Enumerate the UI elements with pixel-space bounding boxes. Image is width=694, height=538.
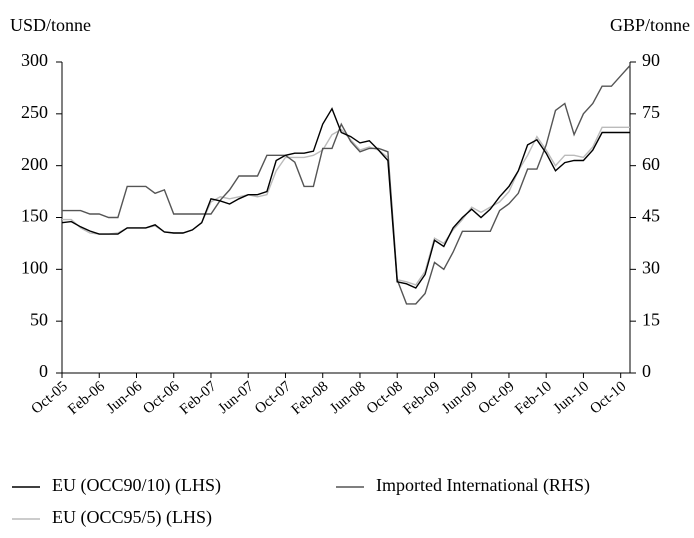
series-line bbox=[61, 107, 630, 289]
y2-tick-label: 0 bbox=[642, 361, 651, 381]
legend-label: EU (OCC90/10) (LHS) bbox=[52, 475, 221, 496]
series-line bbox=[62, 65, 631, 305]
x-tick-label: Jun-09 bbox=[439, 378, 481, 417]
y2-tick-label: 45 bbox=[642, 206, 660, 226]
x-tick-label: Oct-09 bbox=[476, 378, 518, 417]
x-tick-label: Oct-10 bbox=[587, 378, 629, 417]
y2-axis-label: GBP/tonne bbox=[610, 15, 690, 35]
x-tick-label: Oct-05 bbox=[29, 378, 71, 417]
x-tick-label: Feb-10 bbox=[512, 378, 555, 418]
y-tick-label: 300 bbox=[21, 50, 48, 70]
x-tick-label: Jun-06 bbox=[104, 378, 146, 417]
y-tick-label: 150 bbox=[21, 206, 48, 226]
x-tick-label: Feb-07 bbox=[177, 378, 220, 418]
y-tick-label: 50 bbox=[30, 309, 48, 329]
x-tick-label: Jun-10 bbox=[551, 378, 593, 417]
y-tick-label: 250 bbox=[21, 102, 48, 122]
y-tick-label: 200 bbox=[21, 154, 48, 174]
y2-tick-label: 30 bbox=[642, 257, 660, 277]
x-tick-label: Jun-08 bbox=[327, 378, 369, 417]
y2-tick-label: 90 bbox=[642, 50, 660, 70]
y2-tick-label: 75 bbox=[642, 102, 660, 122]
x-tick-label: Oct-06 bbox=[140, 378, 183, 417]
y-axis-label: USD/tonne bbox=[10, 15, 91, 35]
y2-tick-label: 15 bbox=[642, 309, 660, 329]
x-tick-label: Feb-09 bbox=[400, 378, 443, 418]
x-tick-label: Oct-08 bbox=[364, 378, 406, 417]
y2-tick-label: 60 bbox=[642, 154, 660, 174]
y-tick-label: 0 bbox=[39, 361, 48, 381]
y-tick-label: 100 bbox=[21, 257, 48, 277]
x-tick-label: Feb-08 bbox=[289, 378, 332, 418]
x-tick-label: Feb-06 bbox=[65, 378, 108, 418]
x-tick-label: Oct-07 bbox=[252, 378, 295, 417]
legend-label: Imported International (RHS) bbox=[376, 475, 590, 496]
x-tick-label: Jun-07 bbox=[215, 378, 257, 417]
legend-label: EU (OCC95/5) (LHS) bbox=[52, 507, 212, 528]
